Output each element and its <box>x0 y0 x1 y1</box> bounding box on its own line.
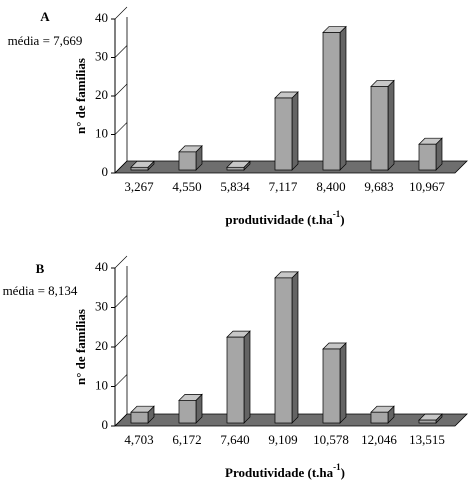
bar-front <box>322 32 341 171</box>
bar-side <box>339 342 347 424</box>
x-tick-label: 12,046 <box>361 432 397 447</box>
panel-subtitle: média = 7,669 <box>8 33 83 48</box>
x-tick-label: 8,400 <box>316 179 345 194</box>
y-tick-label: 10 <box>95 377 108 392</box>
x-tick-label: 5,834 <box>220 179 250 194</box>
x-tick-label: 4,550 <box>172 179 201 194</box>
y-tick-label: 0 <box>102 164 109 179</box>
bar-front <box>226 166 245 171</box>
x-axis-label: Produtividade (t.ha-1) <box>225 462 345 480</box>
bar <box>178 393 203 424</box>
x-tick-label: 3,267 <box>124 179 154 194</box>
bar-front <box>322 348 341 424</box>
bar <box>130 160 155 171</box>
y-axis-label: n° de famílias <box>73 58 88 134</box>
y-tick-label: 30 <box>95 298 108 313</box>
x-tick-label: 4,703 <box>124 432 153 447</box>
bar-front <box>274 277 293 424</box>
x-axis-label-sup: -1 <box>333 209 341 219</box>
wall-tick <box>114 255 128 269</box>
x-tick-label: 10,967 <box>409 179 445 194</box>
y-tick-label: 0 <box>102 417 109 432</box>
x-tick-label: 9,683 <box>364 179 393 194</box>
y-tick-label: 20 <box>95 87 108 102</box>
bar-side <box>291 91 299 171</box>
x-axis-label-sup: -1 <box>333 462 341 472</box>
x-tick-label: 13,515 <box>409 432 445 447</box>
bar <box>274 91 299 171</box>
bar-front <box>418 419 437 424</box>
x-axis-label-part: ) <box>340 212 344 227</box>
x-tick-label: 7,640 <box>220 432 249 447</box>
wall-tick <box>114 295 128 308</box>
bar-front <box>274 97 293 171</box>
bar-front <box>130 166 149 171</box>
y-tick-label: 40 <box>95 10 108 25</box>
wall-tick <box>114 122 128 135</box>
x-axis-label-part: produtividade (t.ha <box>225 212 333 227</box>
panel-subtitle: média = 8,134 <box>3 283 78 298</box>
panel-title: A <box>40 9 50 24</box>
y-tick-label: 30 <box>95 48 108 63</box>
bar <box>130 405 155 424</box>
y-tick-label: 40 <box>95 259 108 274</box>
bar <box>322 25 347 171</box>
bar-front <box>178 400 197 424</box>
wall-tick <box>114 334 128 348</box>
x-axis-label-part: ) <box>341 465 345 480</box>
x-axis-label: produtividade (t.ha-1) <box>225 209 344 227</box>
wall-tick <box>114 6 128 20</box>
wall-tick <box>114 83 128 97</box>
bar <box>226 160 251 171</box>
wall-tick <box>114 374 128 387</box>
panel-title: B <box>36 261 45 276</box>
x-tick-label: 10,578 <box>313 432 349 447</box>
wall-tick <box>114 45 128 58</box>
bar-side <box>339 25 347 171</box>
bar-front <box>226 336 245 424</box>
wall-tick <box>114 413 128 427</box>
bar-front <box>370 86 389 171</box>
bar-front <box>418 143 437 171</box>
bar-front <box>178 151 197 171</box>
bar <box>322 342 347 424</box>
y-tick-label: 10 <box>95 125 108 140</box>
bar-front <box>370 411 389 424</box>
bar <box>274 271 299 424</box>
bar <box>370 405 395 424</box>
bar <box>370 79 395 171</box>
y-tick-label: 20 <box>95 338 108 353</box>
wall-tick <box>114 160 128 174</box>
bar-side <box>243 330 251 424</box>
x-tick-label: 9,109 <box>268 432 297 447</box>
x-tick-label: 6,172 <box>172 432 201 447</box>
bar-front <box>130 411 149 424</box>
bar-side <box>387 79 395 171</box>
bar <box>178 145 203 171</box>
y-axis-label: n° de famílias <box>73 309 88 385</box>
bar <box>226 330 251 424</box>
x-tick-label: 7,117 <box>269 179 298 194</box>
x-axis-label-part: Produtividade (t.ha <box>225 465 334 480</box>
bar <box>418 413 443 424</box>
bar <box>418 137 443 171</box>
bar-side <box>291 271 299 424</box>
